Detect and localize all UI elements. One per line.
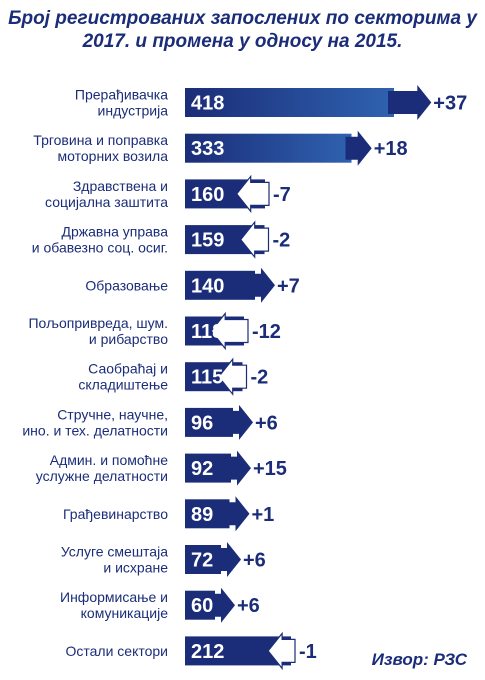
value-label: 118 [191,321,223,343]
value-label: 418 [191,93,224,115]
bar [185,407,233,437]
increase-arrow [223,496,250,532]
change-label: +6 [243,550,266,572]
increase-arrow [227,404,253,440]
source-note: Извор: РЗС [371,650,467,669]
value-label: 140 [191,275,224,297]
value-label: 115 [191,367,223,389]
decrease-arrow [210,311,249,351]
change-label: -1 [299,641,317,663]
value-label: 160 [191,184,224,206]
change-label: +1 [252,504,275,526]
category-label: Пољопривреда, шум. и рибарство [28,315,168,347]
value-label: 92 [191,458,213,480]
value-label: 333 [191,138,224,160]
chart-title-line-1: Број регистрованих запослених по сектори… [8,8,477,29]
change-label: +6 [255,412,278,434]
change-label: +15 [253,458,287,480]
category-label: Образовање [85,277,168,293]
bar [185,270,255,300]
bar [185,453,231,483]
bar [185,88,394,117]
category-label: Информисање и комуникације [60,589,168,621]
value-label: 159 [191,230,224,252]
value-label: 212 [191,641,224,663]
category-label: Трговина и поправка моторних возила [33,132,168,164]
change-label: +37 [433,93,467,115]
chart-title-line-2: 2017. и промена у односу на 2015. [82,31,403,52]
decrease-arrow [239,220,270,259]
value-label: 60 [191,595,213,617]
chart-title: Број регистрованих запослених по сектори… [0,7,485,53]
value-label: 89 [191,504,213,526]
change-label: -7 [273,184,291,206]
increase-arrow [249,267,275,303]
bar [185,133,352,163]
bar [185,499,230,529]
change-label: +6 [237,595,260,617]
increase-arrow [215,542,241,577]
value-label: 96 [191,412,213,434]
category-label: Услуге смештаја и исхране [61,544,168,576]
increase-arrow [388,85,432,120]
change-label: +18 [374,138,408,160]
category-label: Админ. и помоћне услужне делатности [36,452,168,484]
category-label: Саобраћај и складиштење [78,361,168,393]
category-label: Здравствена и социјална заштита [45,178,168,210]
decrease-arrow [235,174,270,214]
decrease-arrow [217,357,248,396]
category-label: Прерађивачка индустрија [75,87,168,119]
change-label: -2 [251,367,269,389]
increase-arrow [209,587,235,623]
change-label: -2 [273,230,291,252]
category-label: Стручне, научне, ино. и тех. делатности [22,406,168,438]
category-label: Остали сектори [65,643,168,659]
change-label: +7 [277,275,300,297]
increase-arrow [225,450,251,486]
decrease-arrow [267,631,296,671]
value-label: 72 [191,550,213,572]
category-label: Државна управа и обавезно соц. осиг. [32,224,168,256]
increase-arrow [345,130,372,166]
change-label: -12 [252,321,281,343]
category-label: Грађевинарство [63,506,168,522]
